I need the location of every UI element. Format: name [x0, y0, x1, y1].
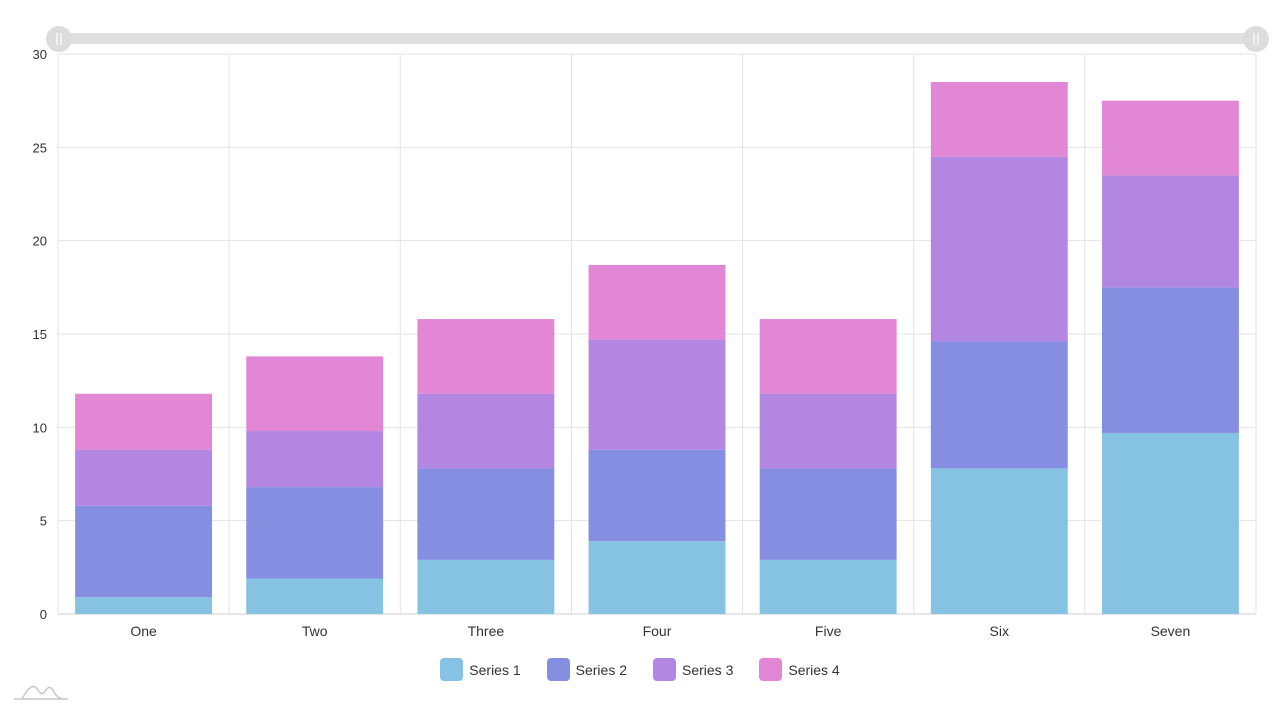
legend-label: Series 4 [788, 661, 840, 678]
bar-4-seven[interactable] [1101, 100, 1239, 176]
scrollbar-end-grip[interactable] [1243, 26, 1269, 52]
y-tick-label: 0 [40, 607, 47, 622]
legend-swatch-icon [653, 658, 676, 681]
bar-2-four[interactable] [588, 449, 726, 542]
horizontal-scrollbar[interactable] [46, 26, 1269, 52]
legend-item-series-1[interactable]: Series 1 [440, 658, 521, 681]
legend-swatch-icon [546, 658, 570, 681]
bar-1-seven[interactable] [1101, 432, 1239, 614]
y-tick-label: 5 [40, 514, 47, 529]
legend-item-series-4[interactable]: Series 4 [759, 658, 840, 681]
bar-3-seven[interactable] [1101, 175, 1239, 288]
x-axis-labels: One Two Three Four Five Six Seven [130, 623, 1190, 639]
y-tick-label: 20 [33, 234, 47, 249]
bar-4-three[interactable] [417, 319, 555, 394]
bar-2-five[interactable] [759, 468, 897, 560]
bar-2-two[interactable] [246, 487, 384, 579]
bar-3-four[interactable] [588, 339, 726, 450]
bar-1-three[interactable] [417, 559, 555, 614]
y-axis-labels: 0 5 10 15 20 25 30 [33, 47, 47, 622]
legend-swatch-icon [440, 658, 464, 681]
legend-label: Series 3 [682, 661, 734, 678]
y-tick-label: 30 [33, 47, 47, 62]
amcharts-logo-icon [14, 685, 68, 700]
x-tick-label: One [130, 623, 157, 639]
bar-1-four[interactable] [588, 541, 726, 614]
x-tick-label: Four [643, 623, 672, 639]
bar-4-five[interactable] [759, 319, 897, 394]
x-tick-label: Five [815, 623, 842, 639]
legend-label: Series 1 [469, 661, 521, 678]
bar-3-one[interactable] [75, 449, 213, 506]
x-tick-label: Two [302, 623, 328, 639]
bar-3-five[interactable] [759, 393, 897, 469]
x-tick-label: Six [990, 623, 1009, 639]
legend-swatch-icon [759, 658, 783, 681]
legend-item-series-3[interactable]: Series 3 [653, 658, 733, 681]
bar-2-six[interactable] [930, 341, 1068, 469]
x-tick-label: Seven [1151, 623, 1191, 639]
bar-1-one[interactable] [75, 597, 213, 614]
scrollbar-track[interactable] [58, 33, 1256, 44]
bar-1-five[interactable] [759, 559, 897, 614]
bar-2-three[interactable] [417, 468, 555, 560]
y-tick-label: 15 [33, 327, 47, 342]
bar-3-six[interactable] [930, 156, 1068, 342]
legend: Series 1 Series 2 Series 3 Series 4 [0, 658, 1280, 681]
bar-3-two[interactable] [246, 431, 384, 488]
legend-label: Series 2 [575, 661, 627, 678]
bar-3-three[interactable] [417, 393, 555, 469]
y-tick-label: 10 [33, 420, 47, 435]
bar-4-two[interactable] [246, 356, 384, 432]
bar-1-six[interactable] [930, 468, 1068, 614]
y-tick-label: 25 [33, 140, 47, 155]
bar-4-one[interactable] [75, 393, 213, 450]
bar-2-seven[interactable] [1101, 287, 1239, 433]
bars [75, 82, 1239, 614]
bar-1-two[interactable] [246, 578, 384, 614]
bar-4-six[interactable] [930, 82, 1068, 157]
bar-4-four[interactable] [588, 264, 726, 340]
x-tick-label: Three [468, 623, 505, 639]
scrollbar-start-grip[interactable] [46, 26, 72, 52]
bar-2-one[interactable] [75, 505, 213, 598]
legend-item-series-2[interactable]: Series 2 [546, 658, 627, 681]
